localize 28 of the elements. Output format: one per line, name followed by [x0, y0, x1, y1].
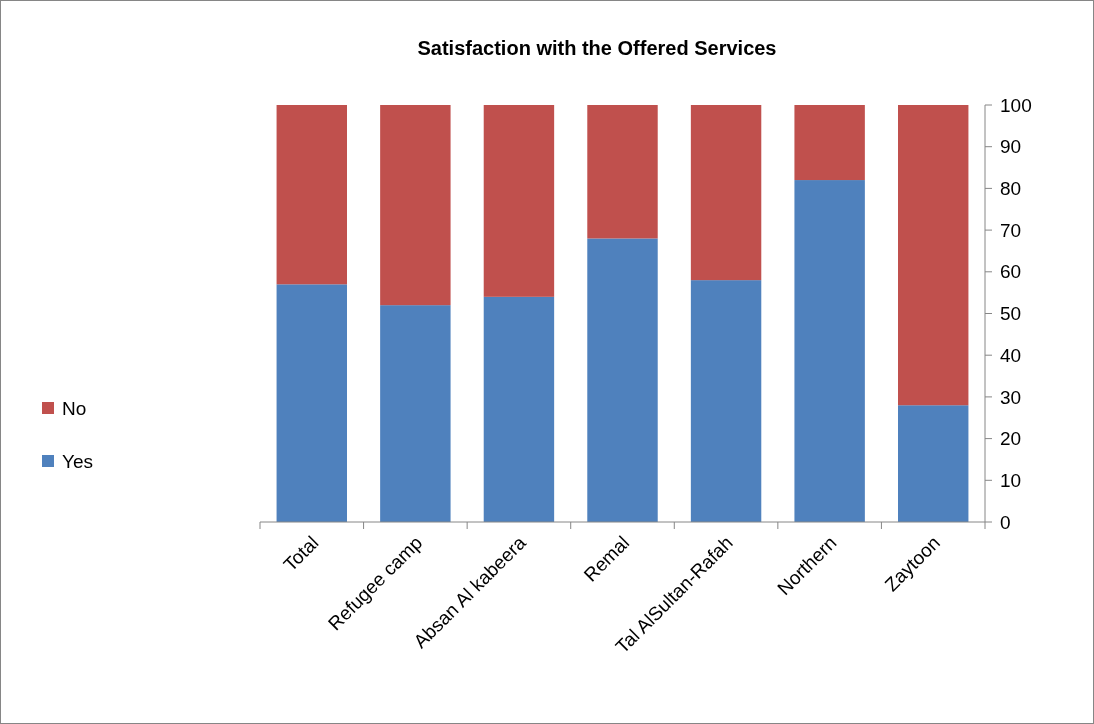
y-tick-label: 70	[1000, 219, 1022, 241]
legend-label: No	[62, 397, 87, 419]
chart-title: Satisfaction with the Offered Services	[417, 37, 777, 59]
y-tick-label: 0	[1000, 511, 1011, 533]
bar	[690, 105, 762, 281]
y-tick-label: 20	[1000, 428, 1022, 450]
y-tick-label: 30	[1000, 386, 1022, 408]
bar	[380, 105, 451, 306]
bar	[380, 305, 451, 522]
y-tick-label: 50	[1000, 303, 1022, 325]
bar	[276, 105, 347, 285]
bar	[587, 105, 658, 239]
y-tick-label: 100	[1000, 94, 1032, 116]
y-tick-label: 60	[1000, 261, 1022, 283]
bar	[898, 105, 969, 406]
bar	[276, 284, 347, 522]
bar	[483, 105, 555, 297]
bar	[794, 180, 865, 522]
bar	[587, 238, 658, 522]
y-tick-label: 90	[1000, 136, 1022, 158]
y-tick-label: 80	[1000, 178, 1022, 200]
y-tick-label: 10	[1000, 469, 1022, 491]
y-tick-label: 40	[1000, 344, 1022, 366]
legend-label: Yes	[62, 450, 93, 472]
bar	[898, 405, 969, 522]
bar	[483, 296, 555, 522]
bar	[794, 105, 865, 181]
bar	[690, 280, 762, 522]
